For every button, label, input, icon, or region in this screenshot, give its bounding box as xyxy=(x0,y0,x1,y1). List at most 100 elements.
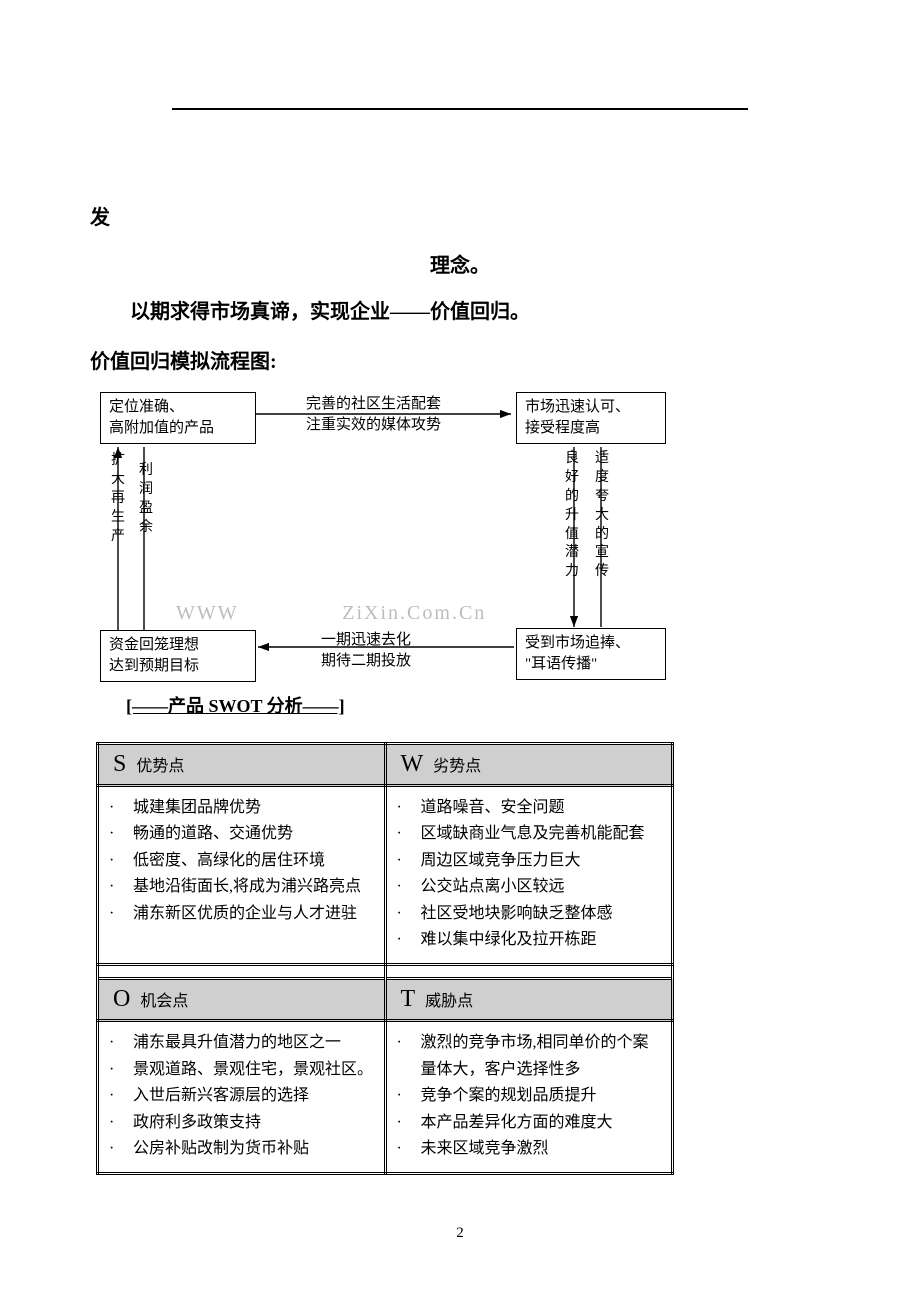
list-item-text: 周边区域竞争压力巨大 xyxy=(421,848,581,874)
swot-w-body: ·道路噪音、安全问题·区域缺商业气息及完善机能配套·周边区域竞争压力巨大·公交站… xyxy=(385,786,673,965)
swot-s-label: 优势点 xyxy=(136,758,184,775)
list-item: ·竞争个案的规划品质提升 xyxy=(397,1083,662,1109)
list-item: ·城建集团品牌优势 xyxy=(109,795,374,821)
bullet-icon: · xyxy=(109,795,133,821)
swot-t-label: 威胁点 xyxy=(425,993,473,1010)
flow-box-top-left: 定位准确、 高附加值的产品 xyxy=(100,392,256,444)
list-item-text: 区域缺商业气息及完善机能配套 xyxy=(421,821,645,847)
bullet-icon: · xyxy=(397,927,421,953)
flow-box-top-right: 市场迅速认可、 接受程度高 xyxy=(516,392,666,444)
swot-o-header: O 机会点 xyxy=(98,979,386,1021)
intro-fa: 发 xyxy=(90,200,830,236)
bullet-icon: · xyxy=(109,1136,133,1162)
page-number: 2 xyxy=(0,1225,920,1242)
flowchart: WWW ZiXin.Com.Cn 定位准确、 高附加值的产品 完善的社区生活配套… xyxy=(96,392,676,692)
list-item-text: 畅通的道路、交通优势 xyxy=(133,821,293,847)
intro-linian: 理念。 xyxy=(90,248,830,284)
bullet-icon: · xyxy=(397,1030,421,1056)
top-rule xyxy=(172,108,748,110)
swot-w-letter: W xyxy=(401,751,424,777)
flow-box-tr-line1: 市场迅速认可、 xyxy=(525,397,657,418)
list-item: ·难以集中绿化及拉开栋距 xyxy=(397,927,662,953)
list-item: ·公房补贴改制为货币补贴 xyxy=(109,1136,374,1162)
flow-mid-top: 完善的社区生活配套 注重实效的媒体攻势 xyxy=(306,394,441,436)
bullet-icon: · xyxy=(397,1136,421,1162)
list-item-text: 浦东最具升值潜力的地区之一 xyxy=(133,1030,341,1056)
flow-box-br-line1: 受到市场追捧、 xyxy=(525,633,657,654)
list-item: ·畅通的道路、交通优势 xyxy=(109,821,374,847)
flow-box-bl-line2: 达到预期目标 xyxy=(109,656,247,677)
bullet-icon: · xyxy=(397,821,421,847)
list-item-text: 难以集中绿化及拉开栋距 xyxy=(421,927,597,953)
flow-title: 价值回归模拟流程图: xyxy=(90,344,830,380)
swot-o-letter: O xyxy=(113,986,130,1012)
swot-s-letter: S xyxy=(113,751,126,777)
flow-mid-bot-2: 期待二期投放 xyxy=(321,651,411,672)
list-item: ·未来区域竞争激烈 xyxy=(397,1136,662,1162)
swot-t-letter: T xyxy=(401,986,416,1012)
flow-box-bottom-left: 资金回笼理想 达到预期目标 xyxy=(100,630,256,682)
bullet-icon: · xyxy=(109,874,133,900)
flow-mid-bottom: 一期迅速去化 期待二期投放 xyxy=(321,630,411,672)
swot-s-body: ·城建集团品牌优势·畅通的道路、交通优势·低密度、高绿化的居住环境·基地沿街面长… xyxy=(98,786,386,965)
bullet-icon: · xyxy=(397,795,421,821)
bullet-icon: · xyxy=(109,1030,133,1056)
flow-vtext-left-inner: 利润盈余 xyxy=(138,462,154,538)
list-item-text: 景观道路、景观住宅，景观社区。 xyxy=(133,1057,373,1083)
flow-box-bottom-right: 受到市场追捧、 "耳语传播" xyxy=(516,628,666,680)
bullet-icon: · xyxy=(397,848,421,874)
flow-box-tl-line1: 定位准确、 xyxy=(109,397,247,418)
bullet-icon: · xyxy=(109,821,133,847)
list-item: ·政府利多政策支持 xyxy=(109,1110,374,1136)
flow-box-br-line2: "耳语传播" xyxy=(525,654,657,675)
list-item: ·浦东新区优质的企业与人才进驻 xyxy=(109,901,374,927)
swot-t-header: T 威胁点 xyxy=(385,979,673,1021)
flow-box-tl-line2: 高附加值的产品 xyxy=(109,418,247,439)
section-title-swot: [——产品 SWOT 分析——] xyxy=(126,692,830,718)
list-item: ·周边区域竞争压力巨大 xyxy=(397,848,662,874)
flow-box-bl-line1: 资金回笼理想 xyxy=(109,635,247,656)
intro-value-line: 以期求得市场真谛，实现企业——价值回归。 xyxy=(90,294,830,330)
swot-table: S 优势点 W 劣势点 ·城建集团品牌优势·畅通的道路、交通优势·低密度、高绿化… xyxy=(96,742,674,1175)
list-item-text: 竞争个案的规划品质提升 xyxy=(421,1083,597,1109)
bullet-icon: · xyxy=(109,1057,133,1083)
list-item-text: 社区受地块影响缺乏整体感 xyxy=(421,901,613,927)
flow-vtext-right-right: 适度夸大的宣传 xyxy=(594,450,610,582)
list-item-text: 低密度、高绿化的居住环境 xyxy=(133,848,325,874)
swot-o-body: ·浦东最具升值潜力的地区之一·景观道路、景观住宅，景观社区。·入世后新兴客源层的… xyxy=(98,1021,386,1174)
list-item-text: 公交站点离小区较远 xyxy=(421,874,565,900)
list-item: ·公交站点离小区较远 xyxy=(397,874,662,900)
swot-w-label: 劣势点 xyxy=(433,758,481,775)
list-item: ·道路噪音、安全问题 xyxy=(397,795,662,821)
intro-block: 发 理念。 以期求得市场真谛，实现企业——价值回归。 价值回归模拟流程图: xyxy=(90,200,830,380)
swot-t-body: ·激烈的竞争市场,相同单价的个案量体大，客户选择性多·竞争个案的规划品质提升·本… xyxy=(385,1021,673,1174)
swot-o-label: 机会点 xyxy=(140,993,188,1010)
bullet-icon: · xyxy=(397,874,421,900)
list-item-text: 道路噪音、安全问题 xyxy=(421,795,565,821)
list-item: ·本产品差异化方面的难度大 xyxy=(397,1110,662,1136)
list-item-text: 政府利多政策支持 xyxy=(133,1110,261,1136)
list-item-text: 公房补贴改制为货币补贴 xyxy=(133,1136,309,1162)
list-item-text: 浦东新区优质的企业与人才进驻 xyxy=(133,901,357,927)
list-item: ·入世后新兴客源层的选择 xyxy=(109,1083,374,1109)
list-item: ·浦东最具升值潜力的地区之一 xyxy=(109,1030,374,1056)
list-item-text: 本产品差异化方面的难度大 xyxy=(421,1110,613,1136)
list-item-text: 基地沿街面长,将成为浦兴路亮点 xyxy=(133,874,361,900)
bullet-icon: · xyxy=(397,1110,421,1136)
list-item: ·基地沿街面长,将成为浦兴路亮点 xyxy=(109,874,374,900)
list-item: ·景观道路、景观住宅，景观社区。 xyxy=(109,1057,374,1083)
list-item: ·社区受地块影响缺乏整体感 xyxy=(397,901,662,927)
flow-vtext-right-left: 良好的升值潜力 xyxy=(564,450,580,582)
list-item-text: 未来区域竞争激烈 xyxy=(421,1136,549,1162)
bullet-icon: · xyxy=(109,848,133,874)
list-item-text: 城建集团品牌优势 xyxy=(133,795,261,821)
bullet-icon: · xyxy=(109,1083,133,1109)
list-item: ·区域缺商业气息及完善机能配套 xyxy=(397,821,662,847)
list-item-text: 入世后新兴客源层的选择 xyxy=(133,1083,309,1109)
bullet-icon: · xyxy=(109,1110,133,1136)
list-item-text: 激烈的竞争市场,相同单价的个案量体大，客户选择性多 xyxy=(421,1030,662,1083)
flow-vtext-left-outer: 扩大再生产 xyxy=(110,452,126,546)
list-item: ·低密度、高绿化的居住环境 xyxy=(109,848,374,874)
list-item: ·激烈的竞争市场,相同单价的个案量体大，客户选择性多 xyxy=(397,1030,662,1083)
flow-mid-bot-1: 一期迅速去化 xyxy=(321,630,411,651)
